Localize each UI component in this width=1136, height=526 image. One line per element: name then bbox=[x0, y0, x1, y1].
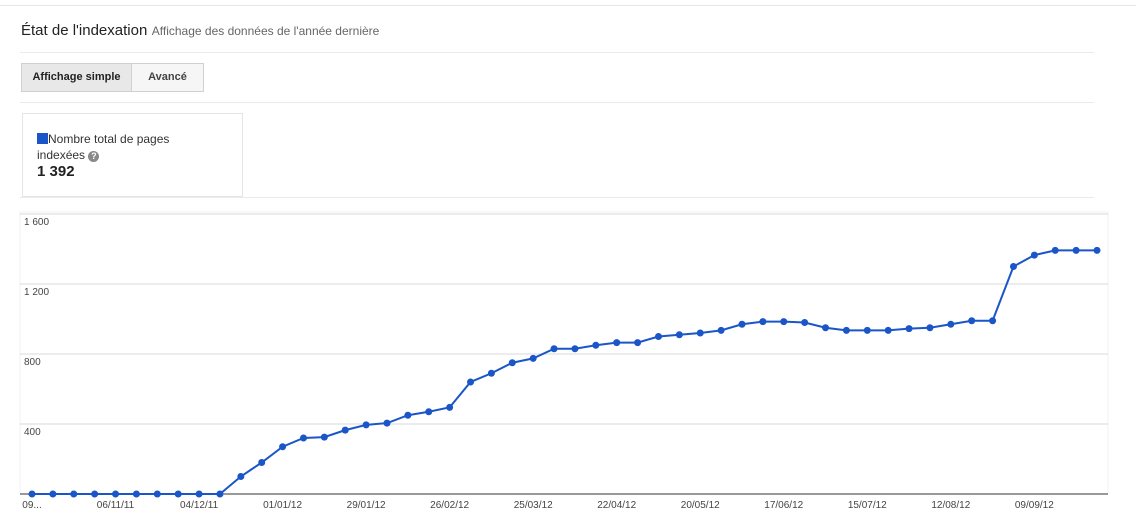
data-point bbox=[383, 419, 391, 427]
divider bbox=[20, 197, 1094, 198]
divider bbox=[20, 102, 1094, 103]
data-point bbox=[508, 359, 516, 367]
chart: 400 800 1 200 1 600 09... 06/11/11 04/12/11 01/… bbox=[19, 211, 1109, 511]
data-point bbox=[258, 459, 266, 466]
data-point bbox=[279, 443, 287, 451]
data-point bbox=[759, 318, 767, 326]
help-icon[interactable]: ? bbox=[88, 151, 100, 162]
y-tick-label: 400 bbox=[24, 427, 41, 438]
data-point bbox=[654, 333, 662, 340]
data-point bbox=[299, 434, 307, 442]
divider bbox=[20, 52, 1094, 53]
data-point bbox=[592, 341, 600, 349]
x-tick-label: 17/06/12 bbox=[764, 500, 803, 511]
data-point bbox=[989, 317, 997, 325]
legend-swatch bbox=[37, 133, 48, 144]
data-point bbox=[822, 324, 830, 332]
data-point bbox=[780, 318, 788, 326]
data-point bbox=[863, 326, 871, 334]
series-line bbox=[32, 249, 1097, 495]
x-tick-label: 25/03/12 bbox=[514, 500, 553, 511]
data-point bbox=[404, 411, 412, 419]
data-point bbox=[717, 326, 725, 334]
data-point bbox=[425, 408, 433, 416]
data-point bbox=[487, 369, 495, 377]
data-point bbox=[112, 490, 120, 498]
data-point bbox=[320, 433, 328, 441]
data-point bbox=[634, 339, 642, 347]
plot-area bbox=[19, 211, 1109, 495]
data-point bbox=[738, 320, 746, 328]
data-point bbox=[28, 490, 36, 498]
data-point bbox=[884, 326, 892, 334]
data-point bbox=[1072, 246, 1080, 254]
data-point bbox=[446, 403, 454, 411]
data-point bbox=[675, 331, 683, 339]
data-point bbox=[49, 490, 57, 498]
data-point bbox=[237, 473, 245, 480]
x-tick-label: 20/05/12 bbox=[681, 500, 720, 511]
data-point bbox=[1051, 246, 1059, 254]
data-point bbox=[341, 426, 349, 434]
tab[interactable]: Avancé bbox=[131, 63, 204, 92]
y-tick-label: 1 200 bbox=[24, 287, 49, 298]
x-tick-label: 06/11/11 bbox=[97, 500, 135, 511]
legend-label: Nombre total de pages indexées bbox=[37, 132, 170, 162]
data-point bbox=[842, 326, 850, 334]
data-point bbox=[926, 324, 934, 332]
data-point bbox=[801, 319, 809, 326]
data-point bbox=[362, 421, 370, 429]
data-point bbox=[968, 317, 976, 325]
legend-entry: Nombre total de pages indexées ? bbox=[37, 131, 197, 163]
total-value: 1 392 bbox=[37, 163, 75, 180]
header: État de l'indexation Affichage des donné… bbox=[21, 22, 379, 40]
x-tick-label: 26/02/12 bbox=[430, 500, 469, 511]
data-point bbox=[613, 339, 621, 347]
data-point bbox=[696, 329, 704, 337]
x-tick-label: 09/09/12 bbox=[1015, 500, 1054, 511]
data-point bbox=[529, 354, 537, 362]
data-point bbox=[91, 490, 99, 498]
data-point bbox=[467, 378, 475, 386]
data-point bbox=[70, 490, 78, 498]
legend-box: Nombre total de pages indexées ? 1 392 bbox=[22, 113, 243, 197]
data-point bbox=[947, 320, 955, 328]
data-point bbox=[905, 325, 913, 333]
data-point bbox=[132, 490, 140, 498]
data-point bbox=[153, 490, 161, 498]
x-tick-label: 09... bbox=[22, 500, 41, 511]
data-point bbox=[1009, 263, 1017, 270]
y-tick-label: 800 bbox=[24, 357, 41, 368]
top-border bbox=[0, 5, 1136, 6]
data-point bbox=[1093, 246, 1101, 254]
data-point bbox=[195, 490, 203, 498]
x-tick-label: 04/12/11 bbox=[180, 500, 219, 511]
y-tick-label: 1 600 bbox=[24, 217, 49, 228]
data-point bbox=[216, 490, 224, 498]
tab-active[interactable]: Affichage simple bbox=[21, 63, 132, 92]
data-point bbox=[571, 345, 579, 353]
data-point bbox=[550, 345, 558, 353]
page-subtitle: Affichage des données de l'année dernièr… bbox=[151, 24, 380, 38]
data-point bbox=[1030, 251, 1038, 259]
x-tick-label: 12/08/12 bbox=[931, 500, 970, 511]
data-point bbox=[174, 490, 182, 498]
page-title: État de l'indexation bbox=[21, 22, 148, 39]
x-tick-label: 15/07/12 bbox=[848, 500, 887, 511]
x-tick-label: 29/01/12 bbox=[347, 500, 386, 511]
x-tick-label: 01/01/12 bbox=[263, 500, 302, 511]
x-tick-label: 22/04/12 bbox=[597, 500, 636, 511]
